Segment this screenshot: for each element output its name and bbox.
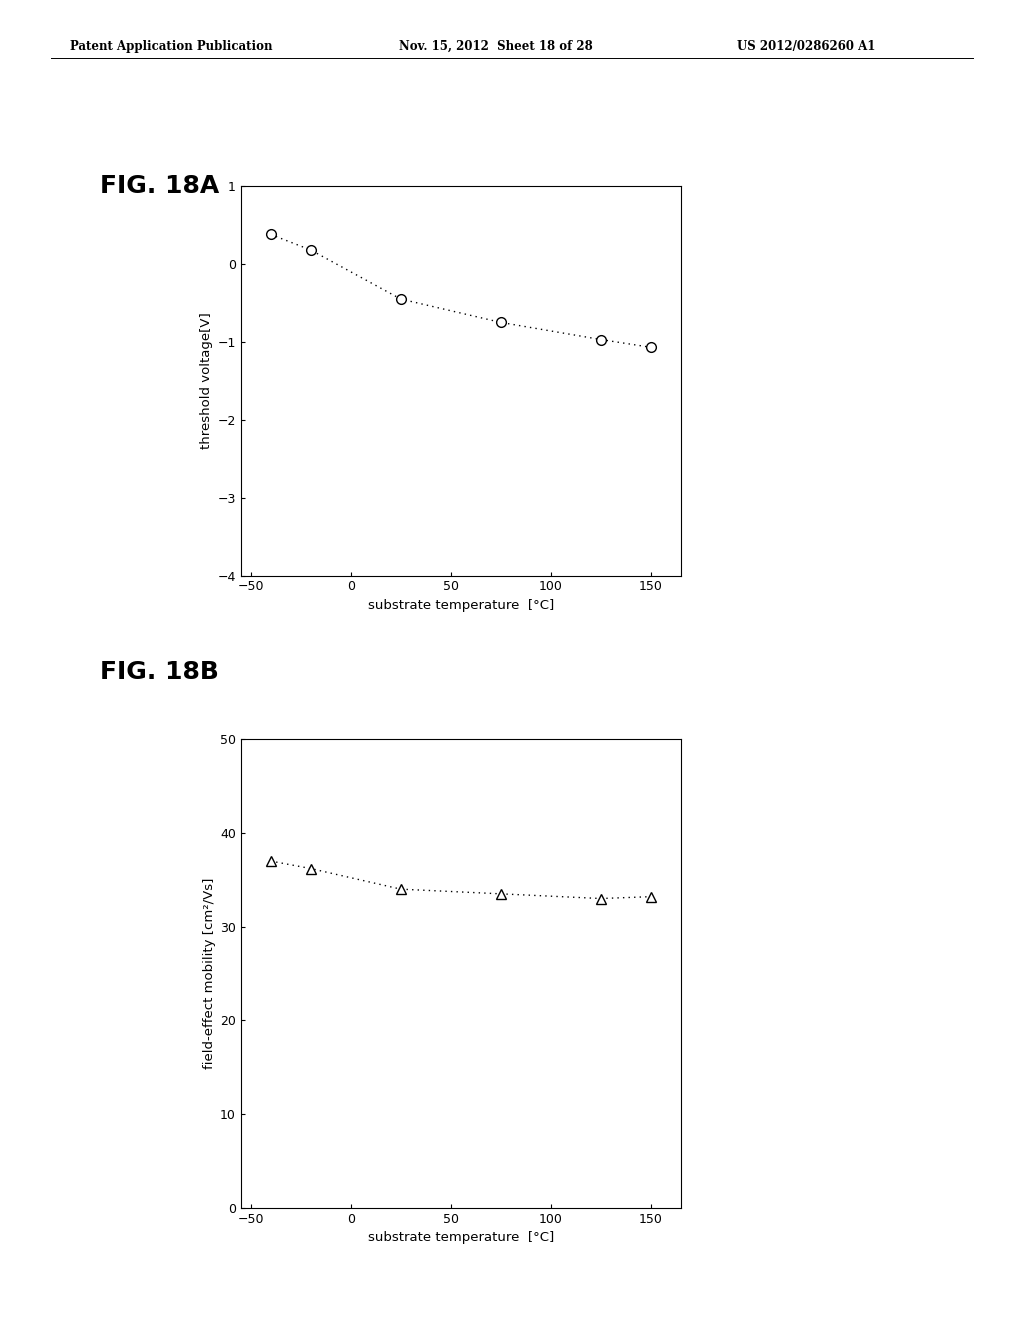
Text: FIG. 18A: FIG. 18A <box>100 174 219 198</box>
X-axis label: substrate temperature  [°C]: substrate temperature [°C] <box>368 1232 554 1245</box>
Text: US 2012/0286260 A1: US 2012/0286260 A1 <box>737 40 876 53</box>
Text: Patent Application Publication: Patent Application Publication <box>70 40 272 53</box>
Y-axis label: threshold voltage[V]: threshold voltage[V] <box>201 313 213 449</box>
Text: Nov. 15, 2012  Sheet 18 of 28: Nov. 15, 2012 Sheet 18 of 28 <box>399 40 593 53</box>
Y-axis label: field-effect mobility [cm²/Vs]: field-effect mobility [cm²/Vs] <box>203 878 216 1069</box>
Text: FIG. 18B: FIG. 18B <box>100 660 219 684</box>
X-axis label: substrate temperature  [°C]: substrate temperature [°C] <box>368 599 554 612</box>
